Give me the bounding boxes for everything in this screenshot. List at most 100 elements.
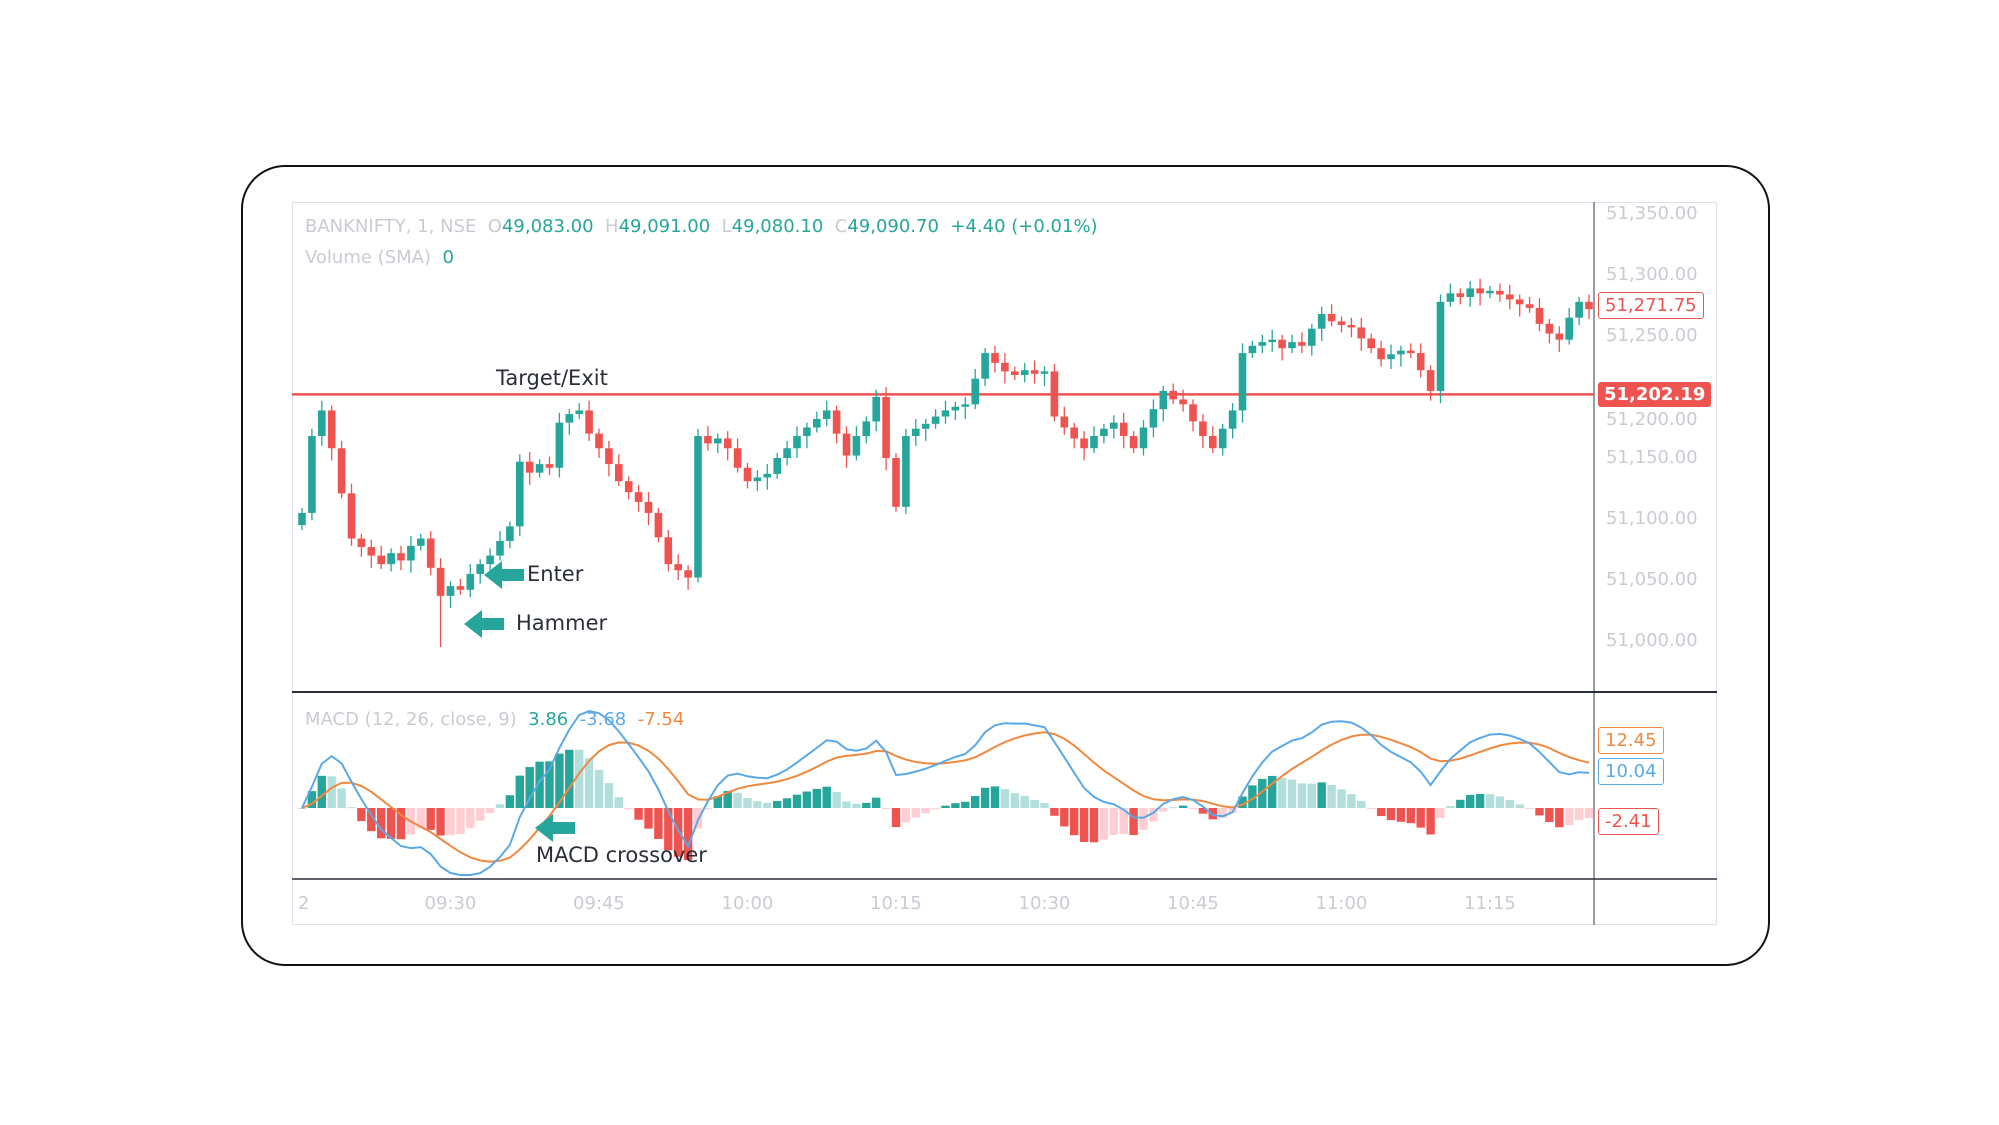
candle-body (882, 397, 890, 458)
candle-body (892, 458, 900, 507)
macd-histogram-bar (1446, 806, 1455, 808)
macd-histogram-bar (456, 808, 465, 835)
macd-histogram-bar (683, 808, 693, 861)
macd-histogram-bar (446, 808, 455, 836)
candle-body (634, 492, 643, 502)
candle-body (684, 570, 692, 578)
candle-body (1248, 345, 1257, 354)
candle-body (743, 467, 752, 482)
candle-body (1288, 342, 1296, 349)
macd-histogram-bar (367, 808, 376, 832)
candle-body (1228, 410, 1237, 429)
candle-body (417, 538, 425, 546)
candle-body (822, 410, 831, 419)
candle-body (674, 564, 682, 571)
candle-body (951, 406, 960, 411)
candle-body (1407, 350, 1415, 354)
macd-histogram-bar (842, 801, 851, 808)
macd-histogram-bar (1030, 799, 1039, 808)
candle-body (1416, 353, 1425, 371)
macd-histogram-bar (1178, 805, 1188, 808)
candle-body (1020, 370, 1029, 376)
candle-body (1001, 362, 1009, 372)
macd-histogram-bar (1475, 794, 1485, 808)
candle-body (545, 464, 554, 468)
macd-histogram-bar (476, 808, 485, 821)
macd-histogram-bar (436, 808, 445, 836)
symbol-label[interactable]: BANKNIFTY, 1, NSE (305, 216, 477, 237)
candle-body (773, 458, 781, 474)
candle-body (783, 448, 791, 458)
candle-body (1436, 301, 1445, 391)
candle-body (941, 410, 950, 417)
ohlc-header: BANKNIFTY, 1, NSE O49,083.00 H49,091.00 … (305, 216, 1098, 237)
chart-area[interactable] (292, 202, 1717, 925)
macd-histogram-bar (1070, 808, 1079, 836)
candle-body (1268, 339, 1276, 343)
candle-body (654, 512, 663, 538)
candle-body (1525, 304, 1534, 308)
macd-histogram-bar (317, 775, 326, 808)
macd-histogram-bar (1159, 808, 1168, 812)
macd-histogram-bar (773, 801, 782, 808)
candle-body (615, 464, 623, 482)
candle-body (714, 438, 722, 444)
macd-histogram-bar (753, 801, 762, 808)
macd-histogram-bar (466, 808, 475, 829)
macd-histogram-bar (347, 807, 356, 809)
macd-histogram-bar (941, 805, 950, 808)
enter-arrow-icon (484, 561, 524, 589)
macd-histogram-bar (1357, 800, 1366, 808)
candle-body (1119, 422, 1128, 437)
macd-histogram-bar (961, 801, 970, 808)
macd-histogram-bar (1277, 777, 1287, 808)
target-exit-annotation: Target/Exit (496, 366, 608, 390)
macd-histogram-bar (1208, 808, 1217, 820)
volume-label[interactable]: Volume (SMA) (305, 247, 431, 268)
candle-body (1199, 421, 1207, 437)
candle-body (803, 427, 811, 437)
macd-histogram-bar (1050, 808, 1059, 816)
candle-body (1189, 404, 1197, 422)
macd-histogram-bar (1545, 808, 1554, 822)
x-tick-label: 10:30 (1018, 893, 1071, 914)
candle-body (476, 564, 484, 574)
candle-body (1129, 436, 1138, 449)
macd-histogram-bar (1079, 808, 1089, 842)
macd-histogram-bar (1555, 808, 1564, 828)
macd-histogram-bar (1436, 808, 1445, 819)
macd-histogram-bar (1495, 796, 1505, 808)
candle-body (1456, 293, 1465, 297)
macd-histogram-bar (862, 802, 871, 808)
macd-histogram-bar (555, 753, 564, 808)
macd-signal-line (301, 731, 1590, 863)
y-tick-label: 51,300.00 (1606, 264, 1698, 285)
macd-histogram-bar (584, 758, 594, 808)
macd-histogram-bar (594, 769, 604, 808)
open-label: O (487, 216, 502, 237)
macd-histogram-bar (931, 808, 940, 810)
macd-histogram-bar (1525, 808, 1534, 809)
hammer-annotation: Hammer (516, 611, 608, 635)
macd-histogram-bar (792, 794, 802, 808)
macd-histogram-bar (802, 791, 812, 808)
x-tick-label: 10:15 (870, 893, 922, 914)
macd-histogram-bar (921, 808, 930, 814)
candle-body (1397, 350, 1405, 355)
change-value: +4.40 (+0.01%) (950, 216, 1098, 237)
macd-histogram-bar (1248, 785, 1257, 808)
candle-body (1258, 342, 1267, 346)
macd-histogram-bar (743, 798, 752, 808)
candle-body (1238, 353, 1247, 411)
candle-body (872, 397, 880, 422)
macd-histogram-bar (782, 798, 792, 808)
macd-line (301, 710, 1590, 876)
candle-body (516, 461, 524, 527)
candle-body (367, 547, 376, 556)
candle-body (1080, 438, 1088, 449)
macd-label[interactable]: MACD (12, 26, close, 9) (305, 709, 517, 730)
macd-hist-value: 3.86 (528, 709, 569, 730)
candle-body (902, 436, 910, 507)
candle-body (644, 501, 653, 513)
